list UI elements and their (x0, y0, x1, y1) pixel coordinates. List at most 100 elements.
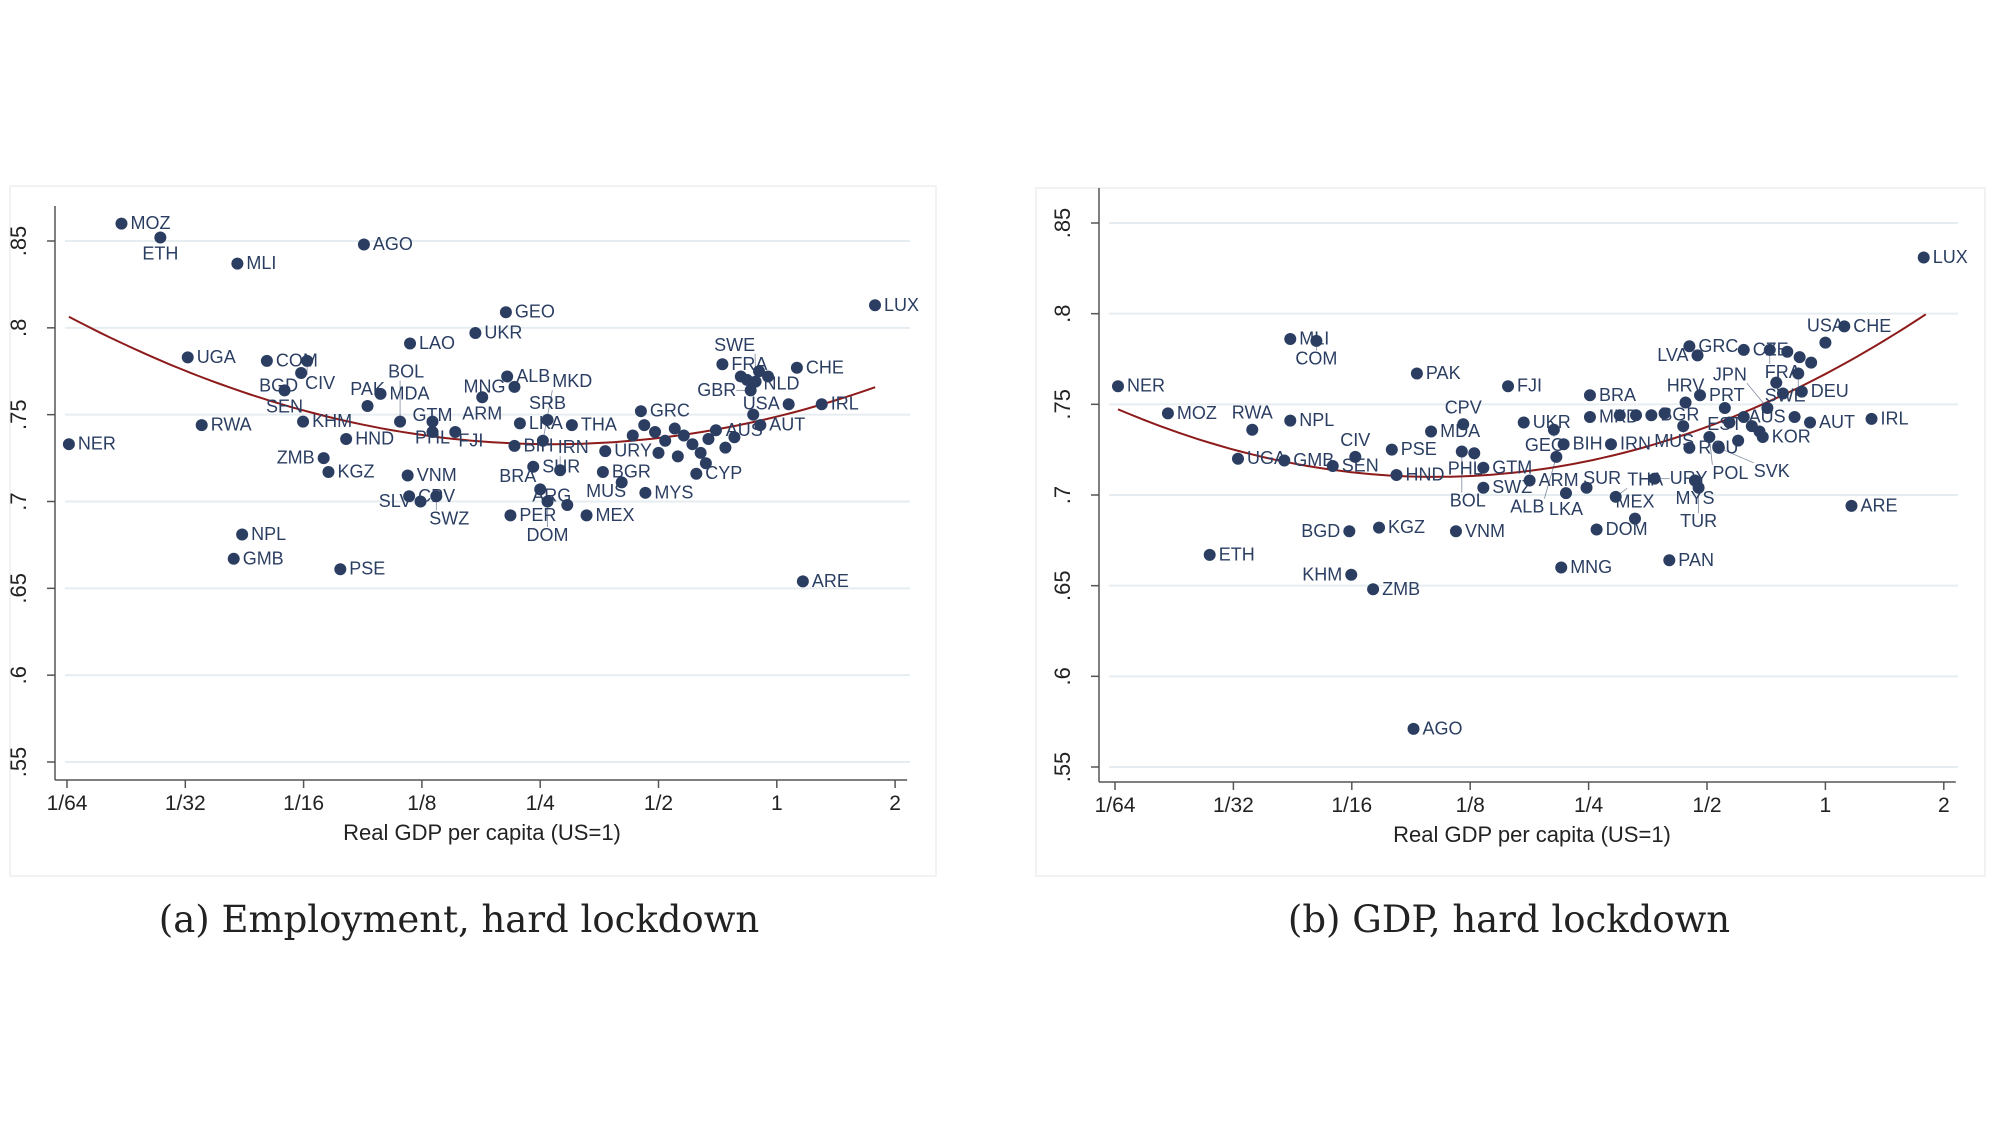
point-label: NPL (251, 524, 286, 544)
data-point-mus (1677, 420, 1690, 433)
fit-curve (68, 315, 876, 446)
point-label: LUX (884, 295, 919, 315)
y-tick-label: .55 (6, 747, 31, 778)
point-label: THA (1627, 469, 1663, 489)
point-label: UKR (1533, 412, 1571, 432)
data-point (1658, 407, 1671, 420)
point-label: USA (1807, 316, 1844, 336)
data-point (1737, 411, 1750, 424)
x-tick-label: 1/64 (1095, 794, 1136, 817)
data-point-khm (1345, 568, 1358, 581)
data-point-bgd (295, 366, 308, 379)
data-point-gmb (227, 552, 240, 565)
data-point-mus (615, 476, 628, 489)
point-label: NER (78, 434, 116, 454)
data-point-phl (1468, 447, 1481, 460)
point-label: ETH (142, 244, 178, 264)
point-label: FRA (1765, 362, 1801, 382)
point-label: URY (1670, 468, 1708, 488)
point-label: MNG (1570, 557, 1612, 577)
point-label: MEX (596, 505, 635, 525)
point-label: CIV (305, 373, 335, 393)
data-point-deu (1795, 385, 1808, 398)
point-label: SEN (266, 396, 303, 416)
x-tick-label: 1/4 (1574, 794, 1604, 817)
point-label: BRA (1599, 385, 1636, 405)
point-label: FJI (458, 431, 483, 451)
data-point-lux (1917, 251, 1930, 264)
point-label: PSE (349, 559, 385, 579)
point-label: KGZ (338, 462, 375, 482)
data-point-arm (1523, 474, 1536, 487)
point-label: CHE (1853, 316, 1891, 336)
data-point-ner (1111, 380, 1124, 393)
data-point-lva (1691, 349, 1704, 362)
data-point (649, 426, 662, 439)
y-tick-label: .55 (1050, 752, 1075, 783)
point-label: AUS (1749, 407, 1786, 427)
x-tick-label: 1/8 (407, 792, 436, 815)
point-label: PAN (1678, 550, 1714, 570)
point-label: MUS (586, 481, 626, 501)
point-label: HND (355, 429, 394, 449)
point-label: IRL (831, 394, 859, 414)
point-label: DOM (1606, 519, 1648, 539)
data-point-kgz (322, 465, 335, 478)
data-point-mng (1555, 561, 1568, 574)
data-point-alb (501, 370, 514, 383)
data-point-ner (62, 438, 75, 451)
y-tick-label: .75 (1050, 389, 1075, 420)
point-label: GTM (1492, 457, 1532, 477)
y-tick-label: .85 (1050, 208, 1075, 239)
data-point-svk (1712, 441, 1725, 454)
data-point-zmb (317, 452, 330, 465)
data-point-bgr (596, 465, 609, 478)
data-point-fra (716, 358, 729, 371)
point-label: LUX (1933, 247, 1968, 267)
data-point-pak (361, 399, 374, 412)
data-point-khm (297, 415, 310, 428)
data-point-dom (1590, 523, 1603, 536)
point-label: SLV (379, 491, 412, 511)
data-point-lao (404, 337, 417, 350)
point-label: CZE (1753, 339, 1789, 359)
point-label: ARM (462, 403, 502, 423)
point-label: UGA (1247, 448, 1286, 468)
point-label: BOL (388, 362, 424, 382)
point-label: PAK (1426, 363, 1461, 383)
data-point-cpv (1457, 418, 1470, 431)
point-label: SWZ (429, 508, 469, 528)
data-point-sur (527, 460, 540, 473)
point-label: MYS (1676, 488, 1715, 508)
point-label: AUS (726, 420, 763, 440)
data-point (1770, 376, 1783, 389)
point-label: IRL (1881, 408, 1909, 428)
data-point-npl (1284, 414, 1297, 427)
data-point (1753, 425, 1766, 438)
point-label: MUS (1654, 431, 1694, 451)
data-point-geo (1547, 423, 1560, 436)
label-leader (1718, 447, 1755, 464)
point-label: LKA (1549, 499, 1583, 519)
point-label: FRA (731, 354, 767, 374)
data-point-ago (1407, 722, 1420, 735)
data-point-lux (869, 299, 882, 312)
data-point (1613, 409, 1626, 422)
data-point-mex (580, 509, 593, 522)
y-tick-label: .75 (6, 399, 31, 430)
point-label: MOZ (131, 213, 171, 233)
data-point-moz (115, 217, 128, 230)
data-point-swe (1792, 367, 1805, 380)
data-point-slv (414, 495, 427, 508)
data-point-eth (1203, 548, 1216, 561)
point-label: NER (1127, 376, 1165, 396)
data-point-prt (1694, 389, 1707, 402)
data-point-pse (1385, 443, 1398, 456)
point-label: GRC (1698, 336, 1738, 356)
data-point-aut (1804, 416, 1817, 429)
caption-a: (a) Employment, hard lockdown (158, 898, 760, 941)
chart-panel-b: .55 .6 .65 .7 .75 .8 .85 1/64 1/32 1/16 1/8 1/4 1/2 1… (1035, 187, 1986, 877)
data-point-sen (278, 384, 291, 397)
point-label: JPN (1713, 364, 1747, 384)
data-point-pak (1410, 367, 1423, 380)
